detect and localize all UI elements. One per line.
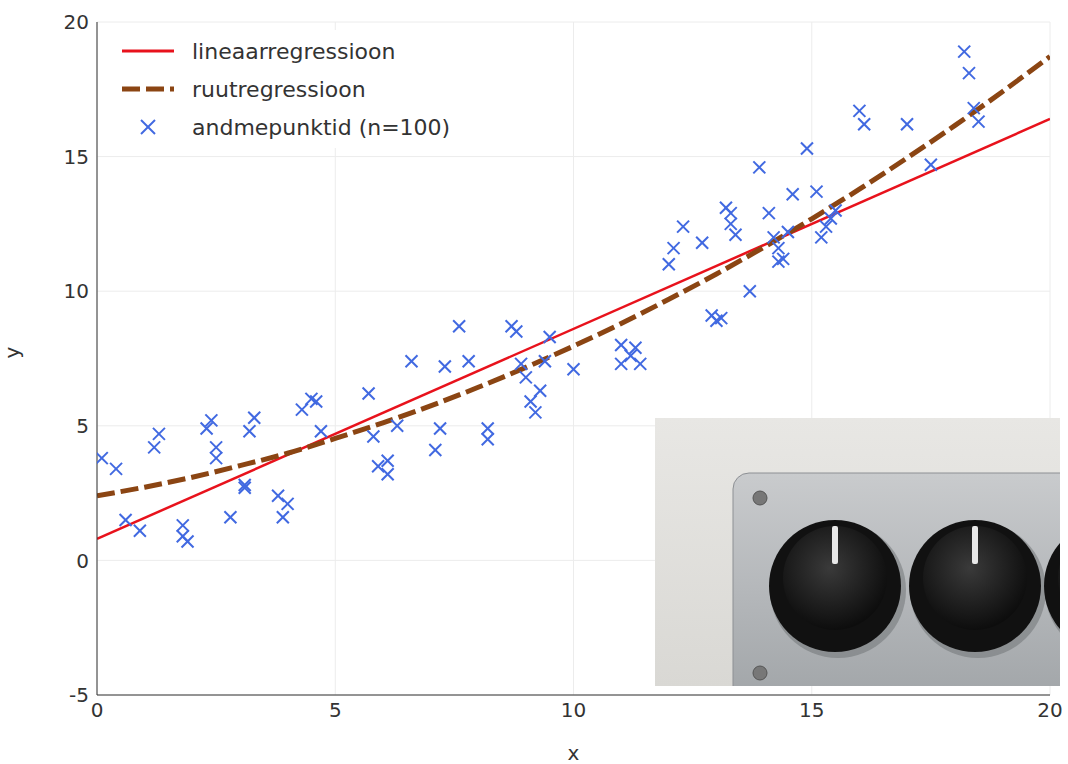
- svg-text:5: 5: [329, 698, 342, 722]
- svg-text:0: 0: [76, 549, 89, 573]
- svg-text:x: x: [568, 741, 580, 764]
- svg-text:10: 10: [64, 279, 89, 303]
- svg-text:15: 15: [64, 145, 89, 169]
- svg-text:0: 0: [91, 698, 104, 722]
- svg-text:y: y: [0, 347, 24, 359]
- svg-text:-5: -5: [69, 683, 89, 707]
- svg-text:10: 10: [561, 698, 586, 722]
- svg-text:15: 15: [799, 698, 824, 722]
- html-text:andmepunktid (n=100): andmepunktid (n=100): [192, 114, 451, 140]
- svg-text:20: 20: [1037, 698, 1062, 722]
- svg-text:5: 5: [76, 414, 89, 438]
- html-text:ruutregressioon: ruutregressioon: [192, 76, 366, 102]
- html-text:lineaarregressioon: lineaarregressioon: [192, 38, 396, 64]
- svg-text:20: 20: [64, 10, 89, 34]
